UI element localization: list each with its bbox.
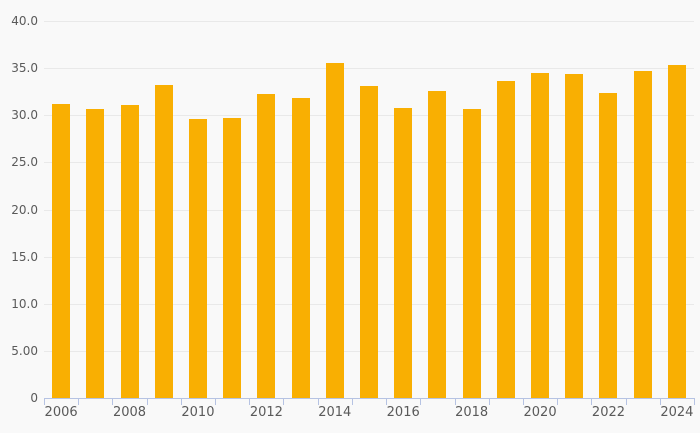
x-axis-tick <box>351 398 353 405</box>
bar-2012 <box>257 93 276 398</box>
x-axis-tick <box>420 398 422 405</box>
bar-2018 <box>462 108 481 398</box>
x-axis-tick <box>44 398 45 405</box>
x-tick-label: 2006 <box>44 405 78 420</box>
x-axis-tick <box>215 398 217 405</box>
x-axis-tick <box>112 398 114 405</box>
x-axis-tick <box>557 398 559 405</box>
bar-2009 <box>154 85 173 398</box>
y-tick-label: 40.0 <box>11 14 38 28</box>
bar-2020 <box>531 72 550 398</box>
y-tick-label: 30.0 <box>11 108 38 123</box>
x-tick-label: 2020 <box>523 405 557 420</box>
x-axis-tick <box>694 398 695 405</box>
x-tick-label: 2010 <box>181 405 215 420</box>
x-tick-label: 2022 <box>591 405 626 420</box>
bar-2017 <box>428 90 447 398</box>
bar-2024 <box>667 65 686 398</box>
x-axis-tick <box>317 398 319 405</box>
x-axis-tick <box>591 398 593 405</box>
x-tick-label: 2016 <box>386 405 420 420</box>
gridline <box>44 21 694 22</box>
bar-2019 <box>496 81 515 398</box>
y-tick-label: 5.00 <box>11 343 38 358</box>
x-axis-tick <box>386 398 388 405</box>
x-axis-tick <box>522 398 524 405</box>
x-axis-tick <box>249 398 251 405</box>
y-tick-label: 25.0 <box>11 155 38 170</box>
bar-2010 <box>188 119 207 398</box>
y-tick-label: 35.0 <box>11 61 38 76</box>
bar-2016 <box>394 107 413 398</box>
bar-2022 <box>599 92 618 398</box>
y-tick-label: 20.0 <box>11 202 38 217</box>
x-tick-label: 2012 <box>249 405 283 420</box>
x-axis-tick <box>454 398 456 405</box>
bar-2013 <box>291 98 310 398</box>
x-tick-label: 2018 <box>455 405 489 420</box>
x-axis-tick <box>488 398 490 405</box>
x-axis-tick <box>146 398 148 405</box>
bar-2023 <box>633 70 652 398</box>
x-axis-tick <box>659 398 661 405</box>
bar-2007 <box>86 108 105 398</box>
x-tick-label: 2008 <box>112 405 147 420</box>
y-tick-label: 10.0 <box>11 296 38 311</box>
gridline <box>44 68 694 70</box>
y-tick-label: 0 <box>30 391 38 405</box>
bar-2015 <box>360 86 378 398</box>
y-tick-label: 15.0 <box>11 249 38 264</box>
x-axis-tick <box>78 398 80 405</box>
x-axis-tick <box>180 398 182 405</box>
bar-2008 <box>120 104 139 398</box>
x-axis-tick <box>625 398 627 405</box>
bar-2011 <box>223 118 242 398</box>
x-axis-tick <box>283 398 285 405</box>
x-axis-line <box>44 398 695 399</box>
x-tick-label: 2014 <box>318 405 352 420</box>
bar-2021 <box>565 73 584 398</box>
bar-2006 <box>52 103 71 398</box>
x-tick-label: 2024 <box>660 405 694 420</box>
bar-2014 <box>325 63 344 398</box>
